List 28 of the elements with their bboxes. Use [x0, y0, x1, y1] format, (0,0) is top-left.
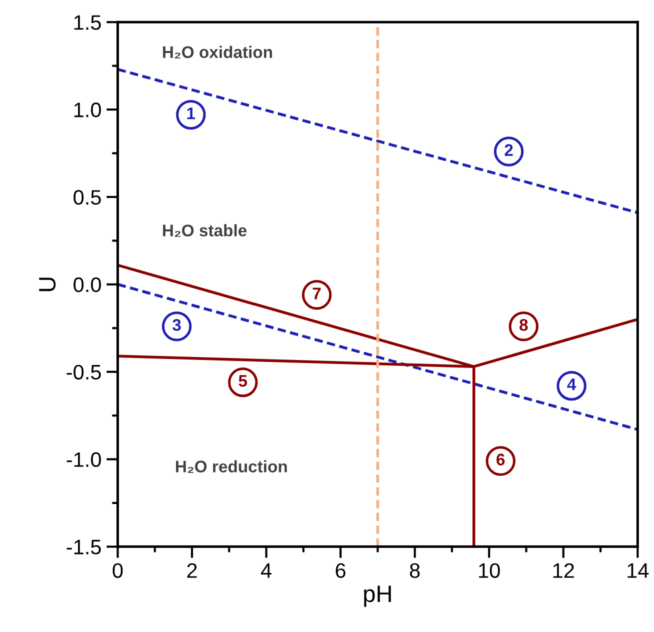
x-axis-title: pH: [364, 586, 391, 607]
y-tick-label: 1.0: [74, 102, 101, 118]
annotation: 4: [567, 378, 576, 390]
x-tick-label: 2: [187, 563, 197, 578]
annotation: 6: [496, 454, 505, 466]
annotation: 7: [312, 288, 321, 300]
y-tick-label: 1.5: [74, 15, 101, 30]
x-tick-label: 8: [410, 563, 420, 578]
x-tick-label: 14: [628, 563, 649, 578]
annotation: 3: [172, 319, 181, 331]
y-tick-label: -1.0: [66, 452, 101, 468]
annotation: 2: [504, 144, 513, 156]
x-tick-label: 4: [260, 563, 272, 578]
annotation: H₂O reduction: [176, 460, 287, 473]
y-tick-label: 0.0: [74, 277, 101, 292]
annotation: H₂O stable: [163, 224, 247, 237]
y-tick-label: -1.5: [66, 540, 101, 554]
annotation: 1: [187, 108, 196, 120]
annotation: H₂O oxidation: [163, 46, 272, 58]
y-axis-title: U: [39, 278, 56, 292]
annotation: 8: [520, 319, 528, 331]
annotation: 5: [238, 375, 248, 387]
y-tick-label: -0.5: [66, 364, 101, 380]
x-tick-label: 6: [336, 563, 346, 578]
y-tick-label: 0.5: [74, 190, 101, 205]
x-tick-label: 10: [479, 563, 500, 578]
x-tick-label: 12: [553, 563, 574, 578]
x-tick-label: 0: [112, 563, 123, 578]
